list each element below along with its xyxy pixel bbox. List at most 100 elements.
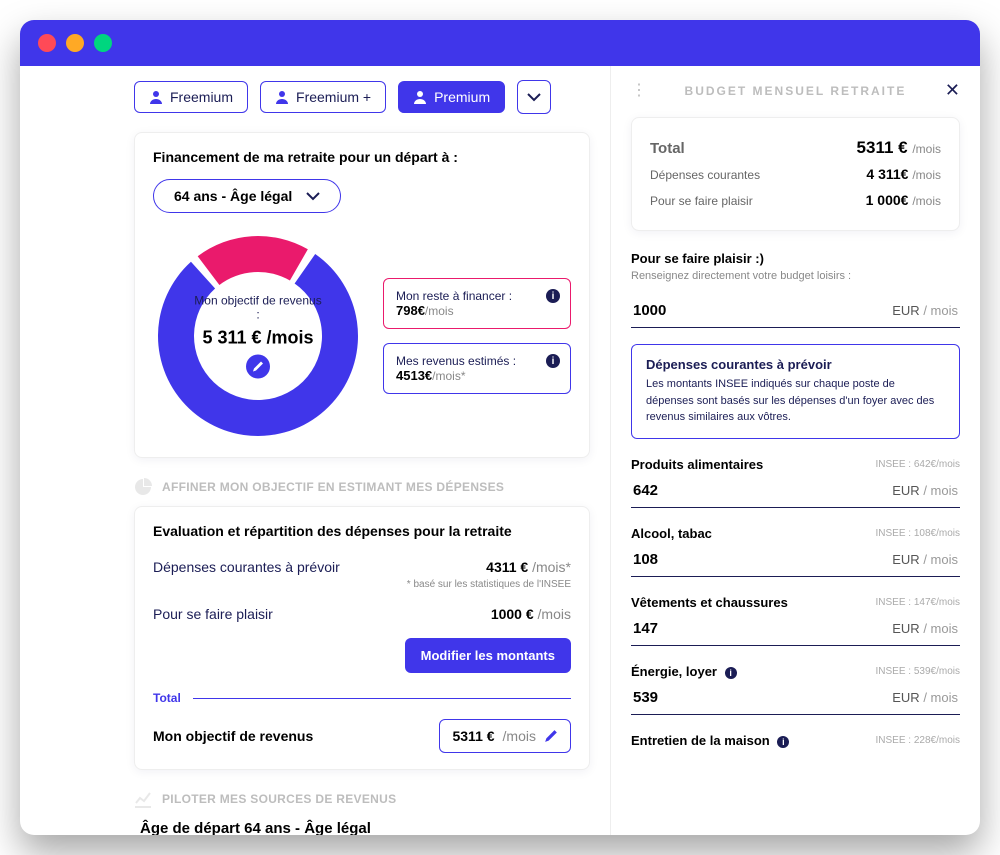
plan-tab-premium[interactable]: Premium (398, 81, 505, 113)
donut-center-label: Mon objectif de revenus : (193, 294, 323, 322)
pleasure-label: Pour se faire plaisir :) (631, 251, 960, 266)
category-input[interactable]: 147EUR / mois (631, 610, 960, 646)
estimated-unit: /mois* (432, 369, 465, 383)
plan-tab-label: Freemium + (296, 89, 371, 105)
objective-value-box[interactable]: 5311 € /mois (439, 719, 571, 753)
traffic-light-close[interactable] (38, 34, 56, 52)
summary-value: 4 311€ (866, 166, 912, 182)
refine-header: AFFINER MON OBJECTIF EN ESTIMANT MES DÉP… (134, 478, 590, 496)
category-insee: INSEE : 147€/mois (876, 597, 960, 608)
pleasure-input[interactable]: 1000 EUR / mois (631, 292, 960, 328)
pen-icon (544, 729, 558, 743)
category-input[interactable]: 539 EUR / mois (631, 679, 960, 715)
summary-value: 1 000€ (866, 192, 913, 208)
summary-row: Total5311 € /mois (650, 134, 941, 162)
category-name: Produits alimentaires (631, 457, 763, 472)
plan-tab-label: Premium (434, 89, 490, 105)
plan-dropdown[interactable] (517, 80, 551, 114)
category-value: 108 (633, 551, 658, 568)
total-label: Total (153, 691, 181, 705)
main-column: Freemium Freemium + Premium Financement de… (20, 66, 610, 835)
insee-footnote: * basé sur les statistiques de l'INSEE (153, 579, 571, 590)
category-value: 539 (633, 689, 658, 706)
content: Freemium Freemium + Premium Financement de… (20, 66, 980, 835)
age-selector[interactable]: 64 ans - Âge légal (153, 179, 341, 213)
age-selector-label: 64 ans - Âge légal (174, 188, 292, 204)
edit-objective-button[interactable] (246, 355, 270, 379)
summary-card: Total5311 € /mois Dépenses courantes 4 311… (631, 117, 960, 231)
traffic-light-max[interactable] (94, 34, 112, 52)
unit-mois: / mois (923, 483, 958, 498)
eval-value: 4311 € (486, 559, 532, 575)
unit-mois: / mois (923, 621, 958, 636)
summary-unit: /mois (912, 194, 941, 208)
close-icon[interactable]: ✕ (945, 80, 960, 101)
unit-mois: / mois (923, 690, 958, 705)
category-header: Entretien de la maison iINSEE : 228€/moi… (631, 733, 960, 748)
category-header: Énergie, loyer iINSEE : 539€/mois (631, 664, 960, 679)
remaining-title: Mon reste à financer : (396, 289, 558, 303)
pleasure-sub: Renseignez directement votre budget lois… (631, 270, 960, 282)
objective-label: Mon objectif de revenus (153, 728, 313, 744)
pilot-header: PILOTER MES SOURCES DE REVENUS (134, 790, 590, 808)
panel-title: BUDGET MENSUEL RETRAITE (685, 84, 907, 98)
plan-tab-freemium[interactable]: Freemium (134, 81, 248, 113)
person-icon (149, 90, 163, 104)
eval-row: Dépenses courantes à prévoir 4311 € /mois… (153, 553, 571, 581)
app-window: Freemium Freemium + Premium Financement de… (20, 20, 980, 835)
evaluation-card: Evaluation et répartition des dépenses p… (134, 506, 590, 770)
estimated-title: Mes revenus estimés : (396, 354, 558, 368)
info-icon[interactable]: i (725, 667, 737, 679)
category-name: Vêtements et chaussures (631, 595, 788, 610)
traffic-light-min[interactable] (66, 34, 84, 52)
estimated-box: Mes revenus estimés : 4513€/mois* i (383, 343, 571, 394)
category-header: Alcool, tabacINSEE : 108€/mois (631, 526, 960, 541)
person-icon (413, 90, 427, 104)
summary-label: Dépenses courantes (650, 168, 760, 182)
eval-label: Pour se faire plaisir (153, 606, 273, 622)
info-icon[interactable]: i (546, 354, 560, 368)
remaining-box: Mon reste à financer : 798€/mois i (383, 278, 571, 329)
modify-amounts-button[interactable]: Modifier les montants (405, 638, 571, 673)
evaluation-heading: Evaluation et répartition des dépenses p… (153, 523, 571, 539)
donut-center-value: 5 311 € /mois (193, 328, 323, 349)
pleasure-value: 1000 (633, 302, 666, 319)
chevron-down-icon (527, 93, 541, 102)
titlebar (20, 20, 980, 66)
category-input[interactable]: 642EUR / mois (631, 472, 960, 508)
chevron-down-icon (306, 192, 320, 201)
category-value: 642 (633, 482, 658, 499)
age-bottom-text: Âge de départ 64 ans - Âge légal (140, 820, 590, 835)
category-insee: INSEE : 642€/mois (876, 459, 960, 470)
eval-value: 1000 € (491, 606, 538, 622)
plan-tab-freemium-[interactable]: Freemium + (260, 81, 386, 113)
financing-card: Financement de ma retraite pour un dépar… (134, 132, 590, 458)
unit-eur: EUR (892, 552, 919, 567)
objective-unit: /mois (503, 728, 536, 744)
person-icon (275, 90, 289, 104)
refine-header-text: AFFINER MON OBJECTIF EN ESTIMANT MES DÉP… (162, 480, 504, 494)
eval-label: Dépenses courantes à prévoir (153, 559, 340, 575)
financing-heading: Financement de ma retraite pour un dépar… (153, 149, 571, 165)
insee-note: Dépenses courantes à prévoir Les montant… (631, 344, 960, 439)
category-insee: INSEE : 228€/mois (876, 735, 960, 746)
chart-icon (134, 790, 152, 808)
category-insee: INSEE : 108€/mois (876, 528, 960, 539)
unit-mois: / mois (923, 552, 958, 567)
info-icon[interactable]: i (777, 736, 789, 748)
kebab-menu[interactable]: ⋮ (631, 86, 646, 96)
info-icon[interactable]: i (546, 289, 560, 303)
eval-unit: /mois* (532, 559, 571, 575)
objective-value: 5311 € (452, 728, 494, 744)
unit-eur: EUR (892, 690, 919, 705)
category-header: Produits alimentaires INSEE : 642€/mois (631, 457, 960, 472)
plan-tabs: Freemium Freemium + Premium (134, 80, 590, 114)
summary-row: Pour se faire plaisir 1 000€ /mois (650, 188, 941, 214)
category-name: Énergie, loyer i (631, 664, 737, 679)
category-input[interactable]: 108 EUR / mois (631, 541, 960, 577)
summary-label: Pour se faire plaisir (650, 194, 753, 208)
pie-icon (134, 478, 152, 496)
category-value: 147 (633, 620, 658, 637)
remaining-unit: /mois (425, 304, 454, 318)
summary-row: Dépenses courantes4 311€ /mois (650, 162, 941, 188)
